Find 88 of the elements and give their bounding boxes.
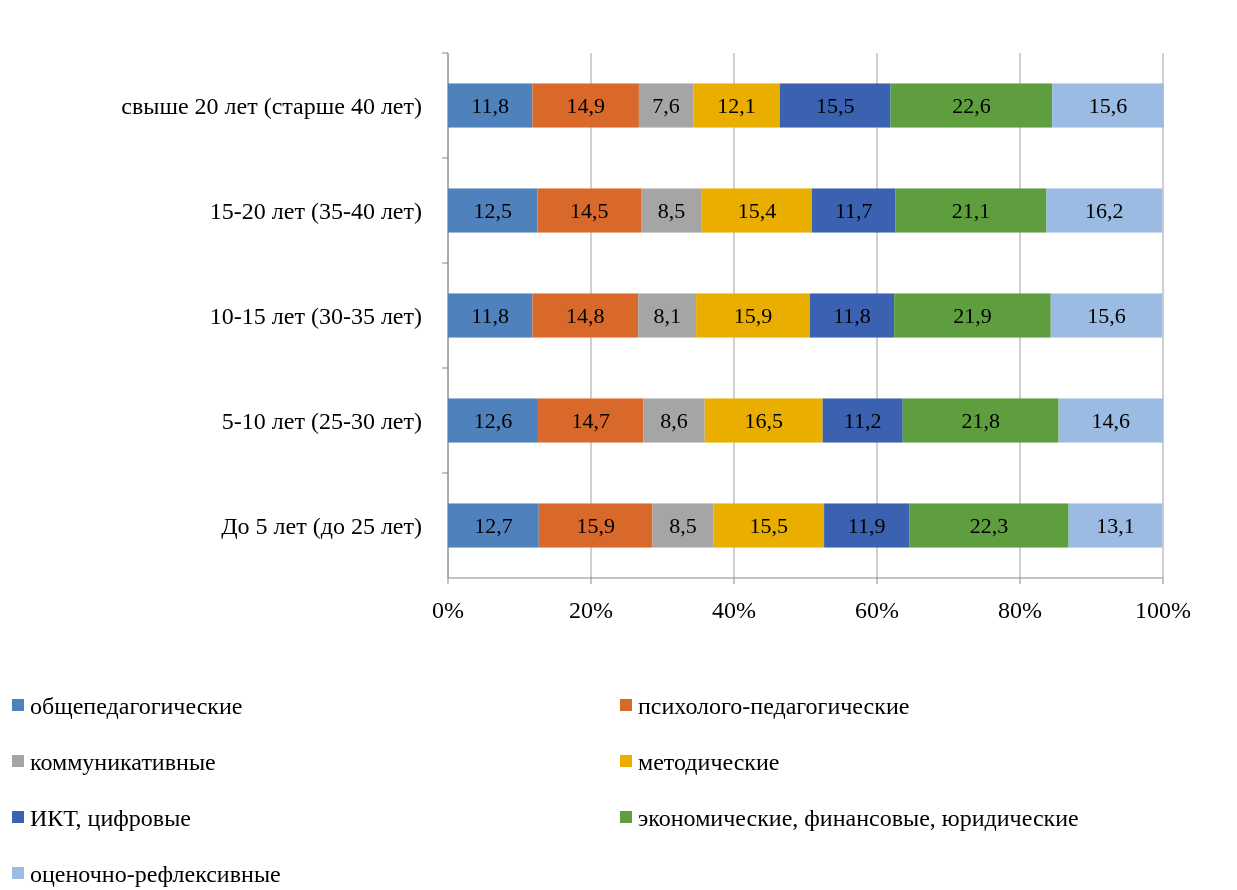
- bar: [894, 293, 1051, 338]
- legend-label: оценочно-рефлексивные: [30, 861, 281, 888]
- bar: [448, 188, 538, 233]
- bar: [701, 188, 812, 233]
- bar: [532, 83, 639, 128]
- bar: [824, 503, 910, 548]
- x-tick-label: 60%: [855, 597, 899, 623]
- data-label: 14,6: [1091, 408, 1131, 434]
- bar: [538, 503, 653, 548]
- legend-label: психолого-педагогические: [638, 693, 910, 720]
- y-tick-label: 5-10 лет (25-30 лет): [221, 407, 422, 434]
- y-tick-label: До 5 лет (до 25 лет): [221, 512, 422, 539]
- bar: [809, 293, 895, 338]
- y-tick-label: 15-20 лет (35-40 лет): [209, 197, 422, 224]
- bar: [902, 398, 1059, 443]
- data-label: 12,7: [474, 513, 513, 539]
- bar: [713, 503, 825, 548]
- bar: [643, 398, 705, 443]
- x-tick-label: 20%: [569, 597, 613, 623]
- data-label: 11,8: [471, 303, 510, 329]
- y-tick-label: свыше 20 лет (старше 40 лет): [121, 92, 422, 119]
- data-label: 7,6: [652, 93, 680, 119]
- data-label: 11,9: [847, 513, 886, 539]
- bar: [652, 503, 714, 548]
- data-label: 16,5: [744, 408, 783, 434]
- data-label: 12,6: [473, 408, 513, 434]
- bar: [448, 503, 539, 548]
- bar: [1052, 83, 1164, 128]
- x-tick-label: 80%: [998, 597, 1042, 623]
- data-label: 14,7: [571, 408, 610, 434]
- y-tick-label: 10-15 лет (30-35 лет): [209, 302, 422, 329]
- bar: [448, 83, 533, 128]
- data-label: 15,4: [737, 198, 777, 224]
- data-label: 15,9: [733, 303, 773, 329]
- data-label: 11,8: [833, 303, 871, 329]
- data-label: 12,1: [717, 93, 756, 119]
- data-label: 15,6: [1087, 303, 1126, 329]
- data-label: 15,6: [1088, 93, 1128, 119]
- bar: [537, 188, 642, 233]
- x-tick-label: 0%: [432, 597, 464, 623]
- data-label: 15,5: [749, 513, 788, 539]
- bar: [638, 293, 697, 338]
- bar: [811, 188, 896, 233]
- data-label: 14,8: [566, 303, 605, 329]
- data-label: 15,5: [815, 93, 855, 119]
- legend-label: ИКТ, цифровые: [30, 805, 191, 832]
- x-tick-label: 40%: [712, 597, 756, 623]
- bar: [448, 398, 539, 443]
- bar: [704, 398, 823, 443]
- data-label: 8,1: [653, 303, 681, 329]
- bar: [538, 398, 644, 443]
- legend-label: экономические, финансовые, юридические: [638, 805, 1079, 832]
- data-label: 22,3: [969, 513, 1009, 539]
- data-label: 14,9: [566, 93, 605, 119]
- x-tick-label: 100%: [1135, 597, 1191, 623]
- data-label: 8,5: [669, 513, 697, 539]
- bar: [1058, 398, 1163, 443]
- legend-label: коммуникативные: [30, 749, 216, 776]
- bar: [895, 188, 1047, 233]
- data-label: 8,6: [660, 408, 688, 434]
- data-label: 8,5: [657, 198, 686, 224]
- data-label: 11,8: [471, 93, 510, 119]
- legend-label: общепедагогические: [30, 693, 243, 720]
- bar: [693, 83, 780, 128]
- bar: [448, 293, 533, 338]
- bar: [638, 83, 694, 128]
- bar: [890, 83, 1053, 128]
- bar: [696, 293, 810, 338]
- data-label: 22,6: [952, 93, 991, 119]
- data-label: 16,2: [1085, 198, 1124, 224]
- bar: [909, 503, 1069, 548]
- bar: [532, 293, 639, 338]
- bar: [822, 398, 903, 443]
- bar: [1046, 188, 1163, 233]
- bar: [1050, 293, 1163, 338]
- data-label: 21,1: [951, 198, 991, 224]
- bar: [779, 83, 891, 128]
- data-label: 11,7: [834, 198, 873, 224]
- bar: [1068, 503, 1163, 548]
- data-label: 13,1: [1096, 513, 1135, 539]
- data-label: 12,5: [473, 198, 512, 224]
- bar: [641, 188, 702, 233]
- legend-label: методические: [638, 749, 780, 776]
- data-label: 15,9: [576, 513, 615, 539]
- data-label: 21,8: [961, 408, 1000, 434]
- data-label: 14,5: [569, 198, 609, 224]
- data-label: 21,9: [953, 303, 992, 329]
- data-label: 11,2: [843, 408, 882, 434]
